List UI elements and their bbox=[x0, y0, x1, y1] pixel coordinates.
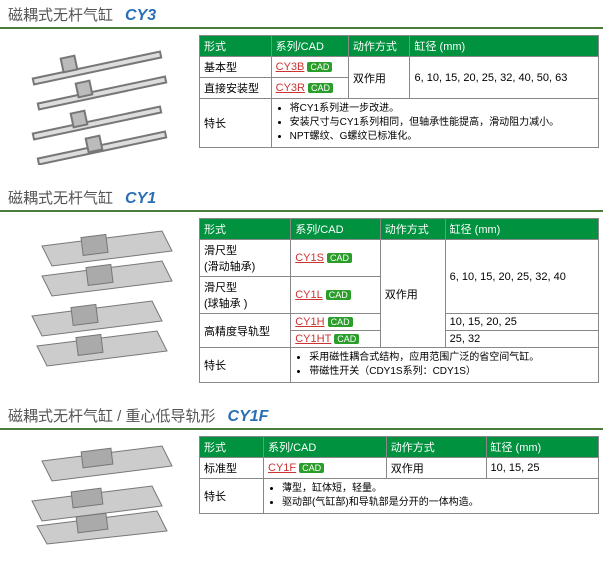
content-row: 形式系列/CAD动作方式缸径 (mm)基本型CY3BCAD双作用6, 10, 1… bbox=[0, 29, 603, 165]
table-header: 动作方式 bbox=[348, 36, 410, 57]
cad-badge[interactable]: CAD bbox=[308, 83, 333, 93]
table-header: 缸径 (mm) bbox=[445, 219, 598, 240]
feature-row: 特长将CY1系列进一步改进。安装尺寸与CY1系列相同，但轴承性能提高，滑动阻力减… bbox=[200, 99, 599, 148]
cad-badge[interactable]: CAD bbox=[328, 317, 353, 327]
section-title-row: 磁耦式无杆气缸 / 重心低导轨形 CY1F bbox=[0, 401, 603, 430]
spec-table-box: 形式系列/CAD动作方式缸径 (mm)滑尺型(滑动轴承)CY1SCAD双作用6,… bbox=[199, 218, 599, 383]
spec-table-box: 形式系列/CAD动作方式缸径 (mm)基本型CY3BCAD双作用6, 10, 1… bbox=[199, 35, 599, 165]
type-cell: 滑尺型(球轴承 ) bbox=[200, 277, 291, 314]
cad-badge[interactable]: CAD bbox=[299, 463, 324, 473]
series-cell: CY1H CAD bbox=[291, 314, 380, 331]
feature-label: 特长 bbox=[200, 99, 272, 148]
series-link[interactable]: CY1F bbox=[268, 462, 296, 474]
cad-badge[interactable]: CAD bbox=[334, 334, 359, 344]
type-cell: 直接安装型 bbox=[200, 78, 272, 99]
series-cell: CY1LCAD bbox=[291, 277, 380, 314]
spec-table: 形式系列/CAD动作方式缸径 (mm)标准型CY1FCAD双作用10, 15, … bbox=[199, 436, 599, 514]
product-section: 磁耦式无杆气缸CY3形式系列/CAD动作方式缸径 (mm)基本型CY3BCAD双… bbox=[0, 0, 603, 165]
series-link[interactable]: CY1H bbox=[295, 316, 324, 328]
feature-row: 特长薄型，缸体短，轻量。驱动部(气缸部)和导轨部是分开的一体构造。 bbox=[200, 479, 599, 514]
feature-item: 带磁性开关（CDY1S系列：CDY1S） bbox=[309, 365, 594, 379]
series-cell: CY1SCAD bbox=[291, 240, 380, 277]
table-header: 形式 bbox=[200, 437, 264, 458]
bore-cell: 6, 10, 15, 20, 25, 32, 40 bbox=[445, 240, 598, 314]
series-link[interactable]: CY1S bbox=[295, 252, 324, 264]
type-cell: 高精度导轨型 bbox=[200, 314, 291, 348]
series-cell: CY1HTCAD bbox=[291, 331, 380, 348]
content-row: 形式系列/CAD动作方式缸径 (mm)滑尺型(滑动轴承)CY1SCAD双作用6,… bbox=[0, 212, 603, 383]
series-link[interactable]: CY1HT bbox=[295, 333, 331, 345]
section-code: CY1F bbox=[228, 408, 269, 426]
feature-list: 采用磁性耦合式结构，应用范围广泛的省空间气缸。带磁性开关（CDY1S系列：CDY… bbox=[295, 351, 594, 379]
section-title: 磁耦式无杆气缸 bbox=[8, 4, 113, 25]
product-section: 磁耦式无杆气缸 / 重心低导轨形CY1F形式系列/CAD动作方式缸径 (mm)标… bbox=[0, 401, 603, 546]
table-row: 基本型CY3BCAD双作用6, 10, 15, 20, 25, 32, 40, … bbox=[200, 57, 599, 78]
cad-badge[interactable]: CAD bbox=[307, 62, 332, 72]
feature-list: 将CY1系列进一步改进。安装尺寸与CY1系列相同，但轴承性能提高，滑动阻力减小。… bbox=[276, 102, 594, 144]
feature-item: 将CY1系列进一步改进。 bbox=[290, 102, 594, 116]
table-row: 标准型CY1FCAD双作用10, 15, 25 bbox=[200, 458, 599, 479]
section-title-row: 磁耦式无杆气缸 CY1 bbox=[0, 183, 603, 212]
content-row: 形式系列/CAD动作方式缸径 (mm)标准型CY1FCAD双作用10, 15, … bbox=[0, 430, 603, 546]
table-header: 缸径 (mm) bbox=[410, 36, 599, 57]
feature-item: NPT螺纹、G螺纹已标准化。 bbox=[290, 130, 594, 144]
section-title-row: 磁耦式无杆气缸 CY3 bbox=[0, 0, 603, 29]
table-header: 系列/CAD bbox=[291, 219, 380, 240]
spec-table: 形式系列/CAD动作方式缸径 (mm)滑尺型(滑动轴承)CY1SCAD双作用6,… bbox=[199, 218, 599, 383]
spec-table-box: 形式系列/CAD动作方式缸径 (mm)标准型CY1FCAD双作用10, 15, … bbox=[199, 436, 599, 546]
bore-cell: 25, 32 bbox=[445, 331, 598, 348]
table-header-row: 形式系列/CAD动作方式缸径 (mm) bbox=[200, 219, 599, 240]
table-header: 动作方式 bbox=[386, 437, 486, 458]
series-cell: CY3RCAD bbox=[271, 78, 348, 99]
type-cell: 基本型 bbox=[200, 57, 272, 78]
product-image bbox=[4, 436, 199, 546]
series-link[interactable]: CY3R bbox=[276, 82, 305, 94]
series-cell: CY3BCAD bbox=[271, 57, 348, 78]
feature-label: 特长 bbox=[200, 348, 291, 383]
section-title: 磁耦式无杆气缸 / 重心低导轨形 bbox=[8, 405, 216, 426]
type-cell: 标准型 bbox=[200, 458, 264, 479]
action-cell: 双作用 bbox=[348, 57, 410, 99]
feature-item: 采用磁性耦合式结构，应用范围广泛的省空间气缸。 bbox=[309, 351, 594, 365]
feature-item: 安装尺寸与CY1系列相同，但轴承性能提高，滑动阻力减小。 bbox=[290, 116, 594, 130]
action-cell: 双作用 bbox=[380, 240, 445, 348]
table-header: 缸径 (mm) bbox=[486, 437, 599, 458]
table-header-row: 形式系列/CAD动作方式缸径 (mm) bbox=[200, 437, 599, 458]
bore-cell: 10, 15, 25 bbox=[486, 458, 599, 479]
table-header: 系列/CAD bbox=[264, 437, 387, 458]
product-section: 磁耦式无杆气缸CY1形式系列/CAD动作方式缸径 (mm)滑尺型(滑动轴承)CY… bbox=[0, 183, 603, 383]
feature-row: 特长采用磁性耦合式结构，应用范围广泛的省空间气缸。带磁性开关（CDY1S系列：C… bbox=[200, 348, 599, 383]
spec-table: 形式系列/CAD动作方式缸径 (mm)基本型CY3BCAD双作用6, 10, 1… bbox=[199, 35, 599, 148]
cad-badge[interactable]: CAD bbox=[326, 290, 351, 300]
section-code: CY3 bbox=[125, 7, 156, 25]
product-image bbox=[4, 218, 199, 383]
table-header: 形式 bbox=[200, 219, 291, 240]
bore-cell: 10, 15, 20, 25 bbox=[445, 314, 598, 331]
table-header: 系列/CAD bbox=[271, 36, 348, 57]
cad-badge[interactable]: CAD bbox=[327, 253, 352, 263]
type-cell: 滑尺型(滑动轴承) bbox=[200, 240, 291, 277]
product-image bbox=[4, 35, 199, 165]
feature-item: 驱动部(气缸部)和导轨部是分开的一体构造。 bbox=[282, 496, 594, 510]
section-title: 磁耦式无杆气缸 bbox=[8, 187, 113, 208]
feature-item: 薄型，缸体短，轻量。 bbox=[282, 482, 594, 496]
series-link[interactable]: CY3B bbox=[276, 61, 305, 73]
series-link[interactable]: CY1L bbox=[295, 289, 323, 301]
table-header: 动作方式 bbox=[380, 219, 445, 240]
feature-cell: 将CY1系列进一步改进。安装尺寸与CY1系列相同，但轴承性能提高，滑动阻力减小。… bbox=[271, 99, 598, 148]
feature-cell: 采用磁性耦合式结构，应用范围广泛的省空间气缸。带磁性开关（CDY1S系列：CDY… bbox=[291, 348, 599, 383]
section-code: CY1 bbox=[125, 190, 156, 208]
table-header-row: 形式系列/CAD动作方式缸径 (mm) bbox=[200, 36, 599, 57]
feature-list: 薄型，缸体短，轻量。驱动部(气缸部)和导轨部是分开的一体构造。 bbox=[268, 482, 594, 510]
table-header: 形式 bbox=[200, 36, 272, 57]
feature-cell: 薄型，缸体短，轻量。驱动部(气缸部)和导轨部是分开的一体构造。 bbox=[264, 479, 599, 514]
table-row: 滑尺型(滑动轴承)CY1SCAD双作用6, 10, 15, 20, 25, 32… bbox=[200, 240, 599, 277]
series-cell: CY1FCAD bbox=[264, 458, 387, 479]
feature-label: 特长 bbox=[200, 479, 264, 514]
bore-cell: 6, 10, 15, 20, 25, 32, 40, 50, 63 bbox=[410, 57, 599, 99]
action-cell: 双作用 bbox=[386, 458, 486, 479]
